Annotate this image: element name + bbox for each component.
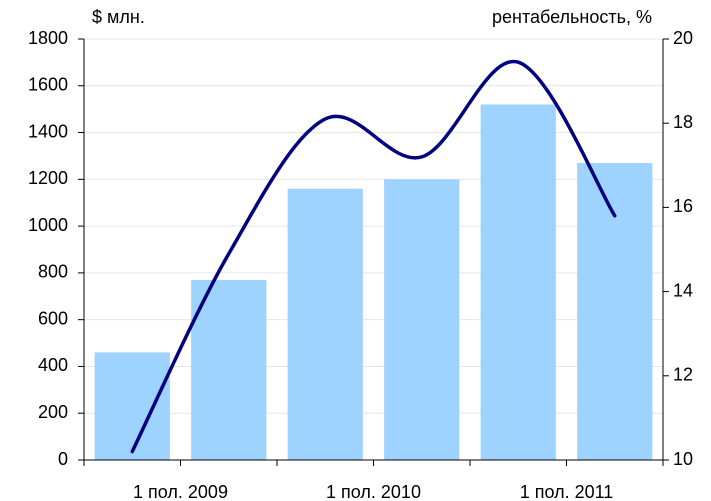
y-tick-label: 800 [38,262,68,282]
y2-tick-label: 18 [673,112,693,132]
y2-tick-label: 20 [673,28,693,48]
y-tick-label: 1400 [28,121,68,141]
x-tick-label: 1 пол. 2011 [520,482,614,501]
bar [384,179,460,461]
y-axis-title: $ млн. [92,7,145,27]
bar [577,162,653,460]
line [130,59,617,454]
y2-tick-label: 10 [673,449,693,469]
y-tick-label: 600 [38,308,68,328]
y-tick-label: 1000 [28,215,68,235]
y-tick-label: 1200 [28,168,68,188]
y-tick-label: 200 [38,402,68,422]
y2-tick-label: 16 [673,196,693,216]
y2-tick-label: 12 [673,365,693,385]
bar [94,352,170,460]
bar [191,279,267,460]
y2-axis-title: рентабельность, % [492,7,652,27]
bar [287,188,363,460]
y-tick-label: 400 [38,355,68,375]
y-tick-label: 0 [58,449,68,469]
y2-tick-label: 14 [673,280,693,300]
bar [480,104,556,460]
x-tick-label: 1 пол. 2010 [326,482,421,501]
y-tick-label: 1600 [28,75,68,95]
x-tick-label: 1 пол. 2009 [133,482,228,501]
y-tick-label: 1800 [28,28,68,48]
